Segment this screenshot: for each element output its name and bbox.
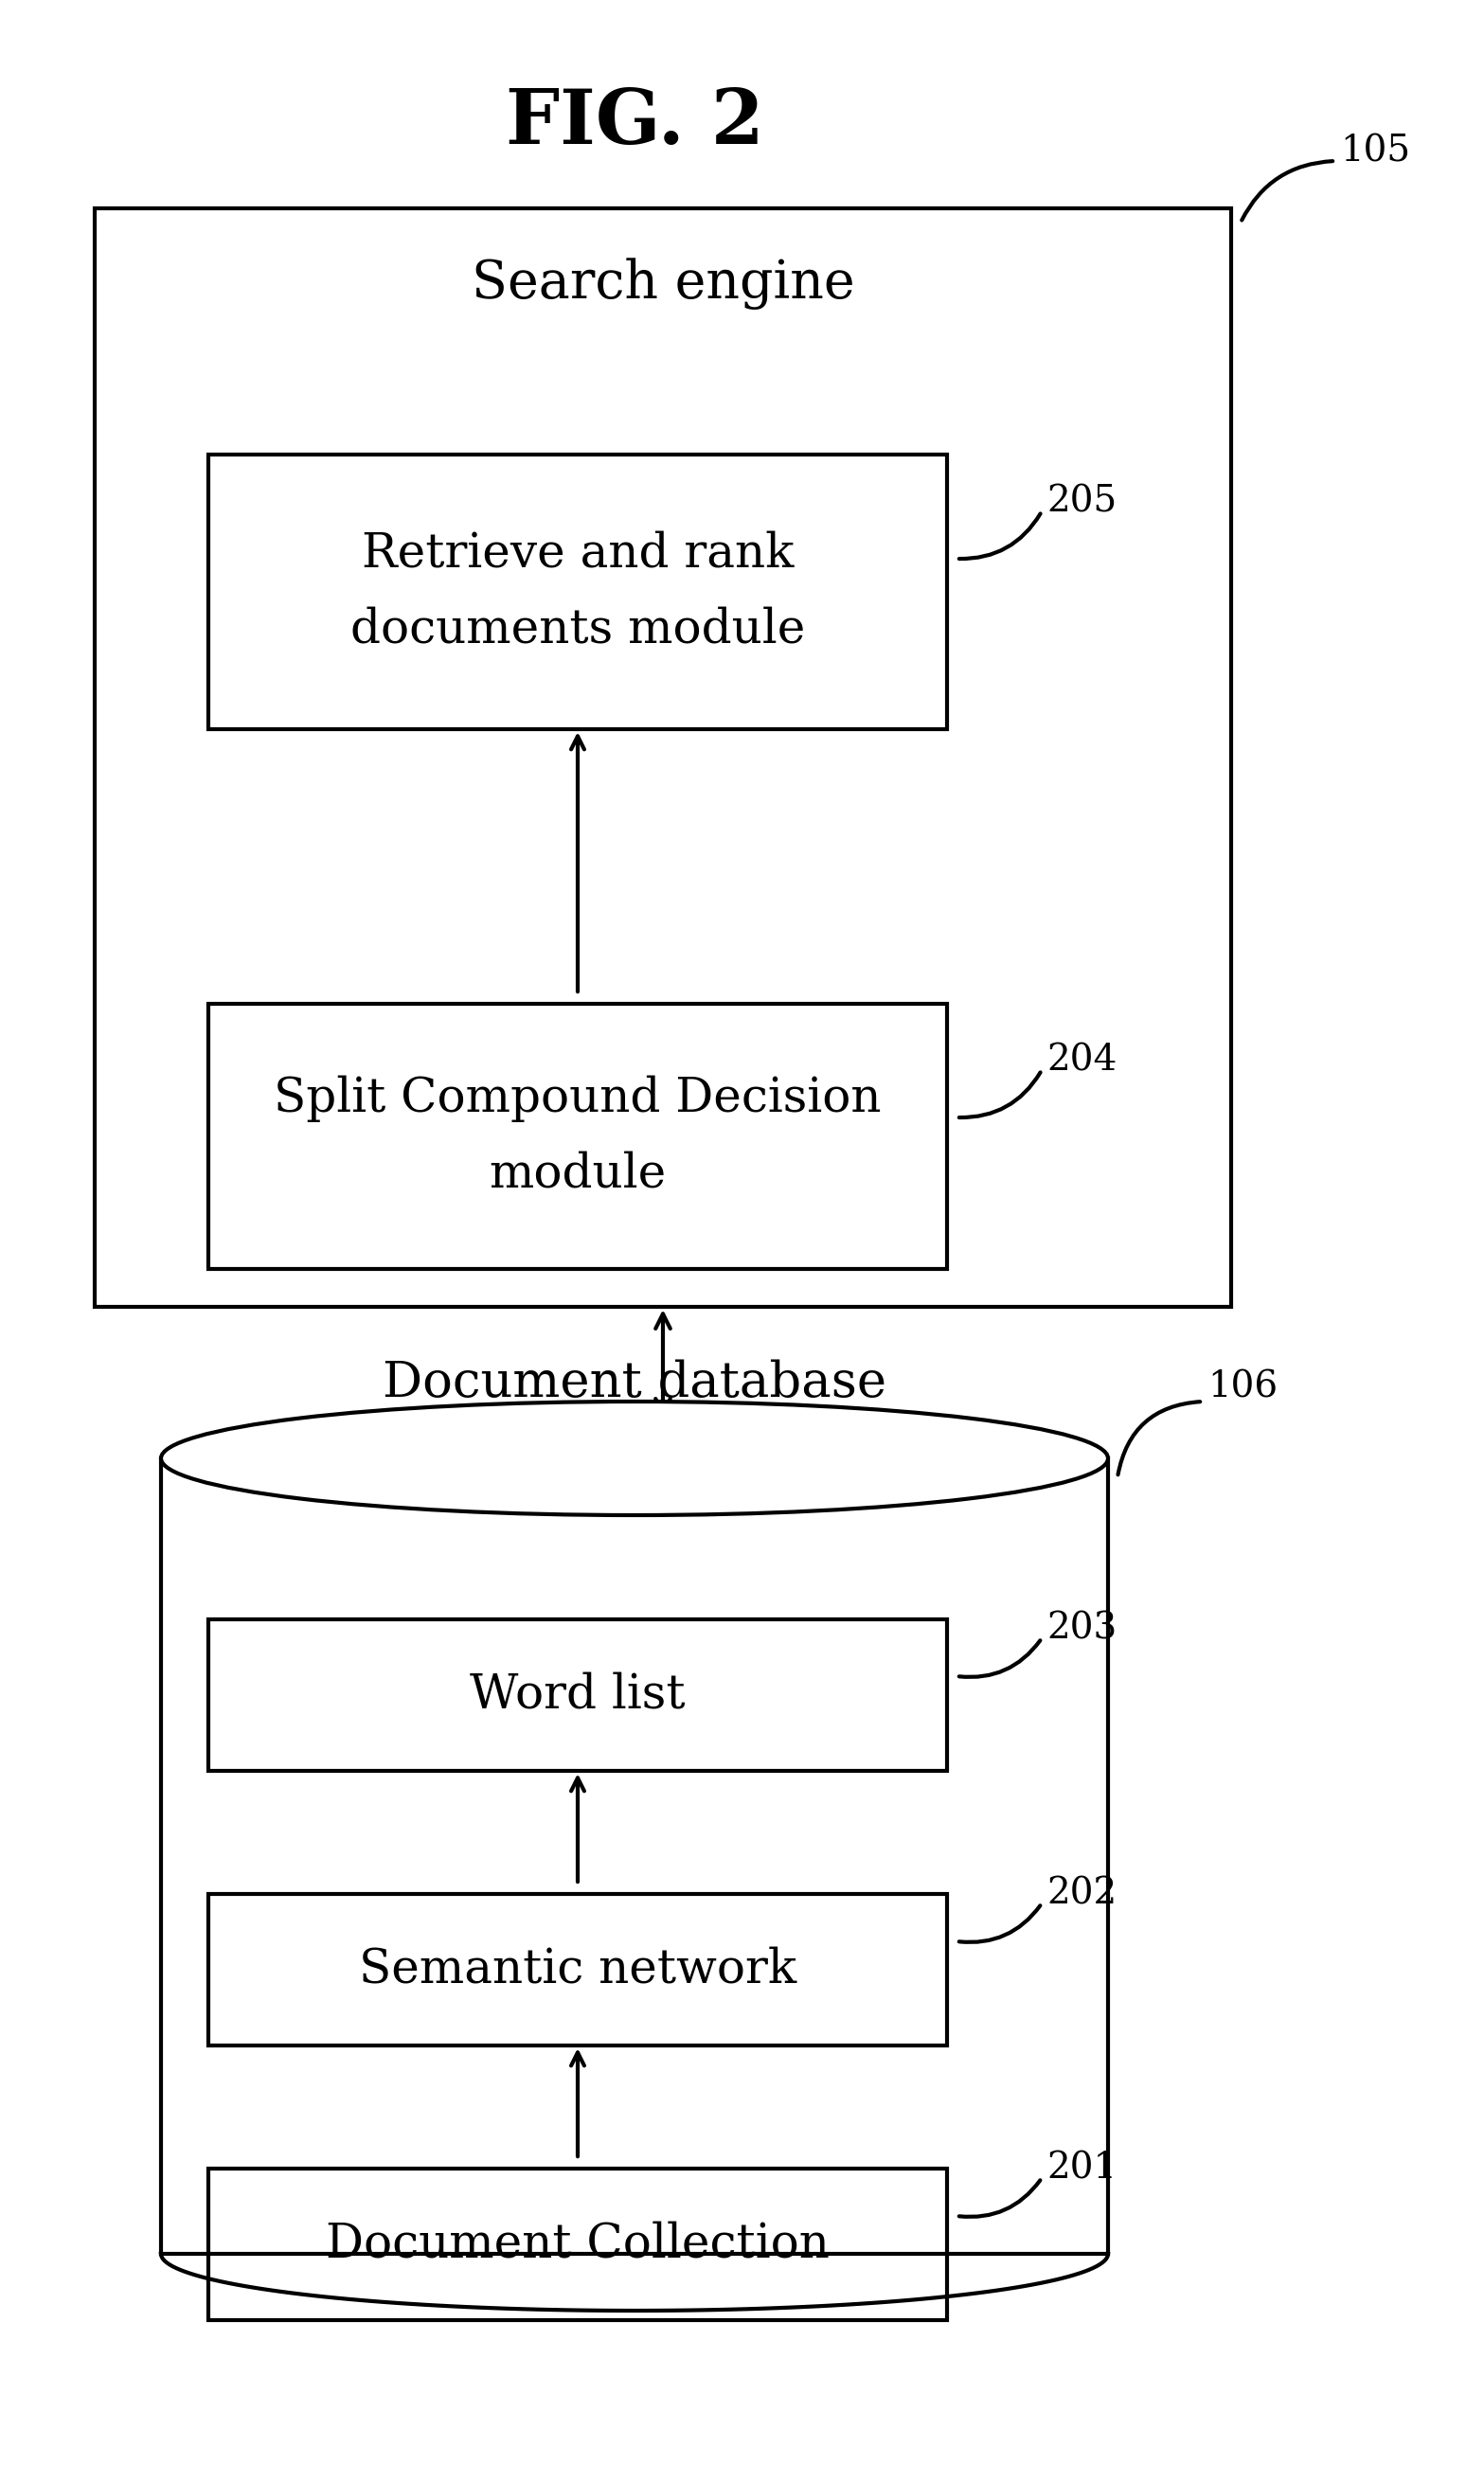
Text: Split Compound Decision
module: Split Compound Decision module: [275, 1075, 881, 1197]
Text: Document Collection: Document Collection: [326, 2220, 830, 2267]
Text: 202: 202: [1046, 1877, 1117, 1912]
Text: Document database: Document database: [383, 1358, 886, 1408]
Text: 201: 201: [1046, 2150, 1116, 2185]
FancyBboxPatch shape: [95, 209, 1232, 1306]
Text: FIG. 2: FIG. 2: [505, 87, 764, 159]
FancyBboxPatch shape: [208, 454, 947, 730]
Text: 106: 106: [1208, 1371, 1278, 1405]
FancyBboxPatch shape: [208, 1619, 947, 1770]
Text: Search engine: Search engine: [472, 258, 855, 310]
Text: Word list: Word list: [470, 1671, 686, 1718]
Text: 203: 203: [1046, 1611, 1117, 1646]
Text: Retrieve and rank
documents module: Retrieve and rank documents module: [350, 531, 806, 653]
Text: 205: 205: [1046, 484, 1117, 519]
Text: 204: 204: [1046, 1043, 1117, 1078]
FancyBboxPatch shape: [208, 1895, 947, 2046]
Text: 105: 105: [1340, 134, 1410, 169]
FancyBboxPatch shape: [208, 2168, 947, 2319]
FancyBboxPatch shape: [208, 1003, 947, 1269]
Ellipse shape: [160, 1400, 1109, 1515]
Text: Semantic network: Semantic network: [359, 1947, 797, 1994]
